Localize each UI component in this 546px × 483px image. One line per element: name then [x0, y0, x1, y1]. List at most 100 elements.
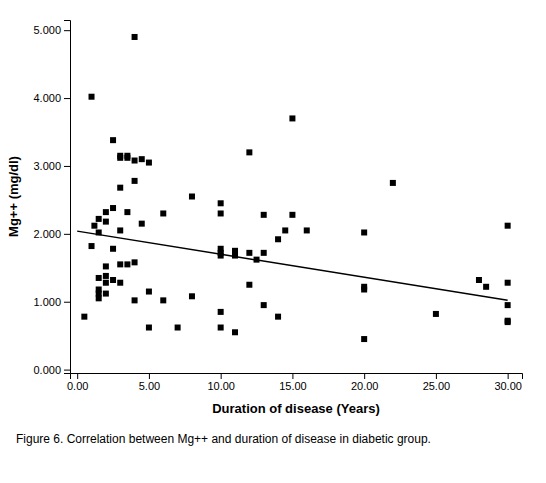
point	[275, 236, 281, 242]
y-axis: 0.000 1.000 2.000 3.000 4.000 5.000	[33, 21, 70, 376]
point	[103, 291, 109, 297]
point	[505, 223, 511, 229]
axis-line	[64, 21, 71, 374]
point	[289, 115, 295, 121]
tick: 20.00	[351, 373, 379, 392]
point	[110, 277, 116, 283]
tick-label: 1.000	[33, 296, 61, 308]
caption: Figure 6. Correlation between Mg++ and d…	[16, 432, 431, 446]
point	[483, 284, 489, 290]
tick-mark	[221, 373, 222, 379]
scatter-series	[81, 34, 510, 342]
point	[124, 209, 130, 215]
point	[132, 34, 138, 40]
point	[246, 149, 252, 155]
point	[218, 210, 224, 216]
tick-label: 2.000	[33, 228, 61, 240]
x-axis: 0.00 5.00 10.00 15.00 20.00 25.00 30.00	[67, 373, 523, 392]
point	[189, 293, 195, 299]
point	[110, 205, 116, 211]
point	[89, 243, 95, 249]
tick-mark	[64, 30, 70, 31]
point	[96, 275, 102, 281]
chart-container: 0.00 5.00 10.00 15.00 20.00 25.00 30.00 0.000 1.…	[0, 0, 546, 483]
tick-mark	[364, 373, 365, 379]
point	[110, 246, 116, 252]
tick-mark	[508, 373, 509, 379]
point	[505, 319, 511, 325]
point	[124, 261, 130, 267]
point	[117, 261, 123, 267]
marks	[77, 34, 510, 342]
tick-label: 10.00	[207, 380, 235, 392]
point	[132, 297, 138, 303]
point	[476, 277, 482, 283]
point	[433, 311, 439, 317]
point	[146, 160, 152, 166]
tick: 25.00	[423, 373, 451, 392]
tick-label: 5.00	[139, 380, 160, 392]
point	[246, 250, 252, 256]
tick: 2.000	[33, 228, 70, 240]
tick-label: 3.000	[33, 160, 61, 172]
tick-label: 4.000	[33, 92, 61, 104]
point	[117, 155, 123, 161]
tick-label: 15.00	[279, 380, 307, 392]
point	[124, 155, 130, 161]
tick-label: 20.00	[351, 380, 379, 392]
point	[175, 325, 181, 331]
point	[103, 273, 109, 279]
tick-mark	[292, 373, 293, 379]
point	[261, 250, 267, 256]
point	[117, 185, 123, 191]
point	[160, 297, 166, 303]
point	[103, 263, 109, 269]
point	[117, 280, 123, 286]
point	[132, 259, 138, 265]
tick-mark	[64, 98, 70, 99]
trend-line	[77, 231, 507, 300]
point	[246, 282, 252, 288]
point	[361, 229, 367, 235]
tick-mark	[64, 234, 70, 235]
point	[232, 329, 238, 335]
tick: 0.000	[33, 364, 70, 376]
point	[275, 314, 281, 320]
point	[103, 280, 109, 286]
point	[218, 309, 224, 315]
tick-mark	[64, 302, 70, 303]
chart-svg: 0.00 5.00 10.00 15.00 20.00 25.00 30.00 0.000 1.…	[0, 0, 546, 483]
plot-area: 0.00 5.00 10.00 15.00 20.00 25.00 30.00 0.000 1.…	[33, 21, 522, 392]
point	[160, 210, 166, 216]
tick-label: 0.000	[33, 364, 61, 376]
point	[146, 325, 152, 331]
point	[289, 212, 295, 218]
point	[96, 216, 102, 222]
tick: 5.000	[33, 24, 70, 36]
point	[146, 289, 152, 295]
point	[91, 223, 97, 229]
axis-line	[71, 374, 523, 380]
tick-mark	[149, 373, 150, 379]
point	[282, 227, 288, 233]
tick: 1.000	[33, 296, 70, 308]
tick-label: 30.00	[494, 380, 522, 392]
point	[390, 180, 396, 186]
tick-mark	[64, 166, 70, 167]
tick: 4.000	[33, 92, 70, 104]
point	[103, 219, 109, 225]
point	[132, 178, 138, 184]
point	[261, 302, 267, 308]
point	[96, 295, 102, 301]
tick-mark	[77, 373, 78, 379]
point	[218, 200, 224, 206]
tick-label: 0.00	[67, 380, 88, 392]
point	[304, 227, 310, 233]
tick: 10.00	[207, 373, 235, 392]
point	[361, 287, 367, 293]
point	[505, 302, 511, 308]
point	[103, 209, 109, 215]
tick-mark	[64, 370, 70, 371]
caption-line: Figure 6. Correlation between Mg++ and d…	[16, 432, 431, 446]
point	[89, 94, 95, 100]
